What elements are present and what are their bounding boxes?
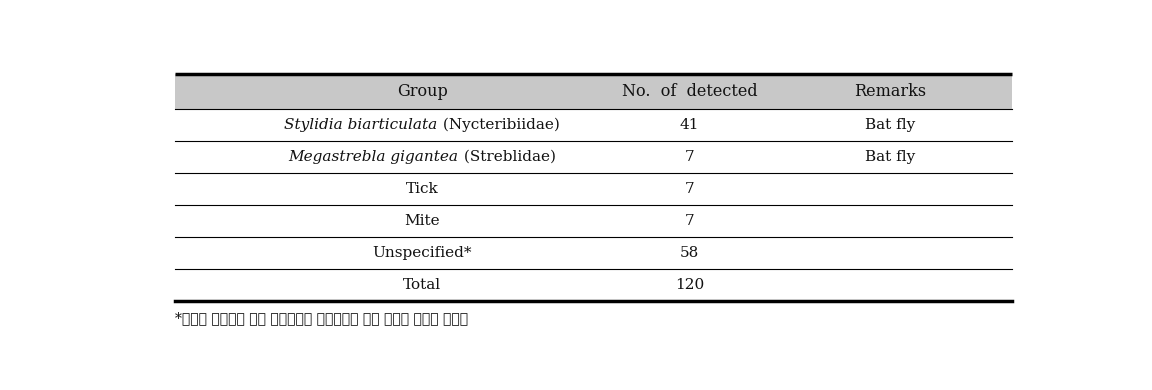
Text: No.  of  detected: No. of detected <box>622 83 758 100</box>
Text: 120: 120 <box>675 278 704 292</box>
Text: Total: Total <box>403 278 441 292</box>
Text: Unspecified*: Unspecified* <box>372 246 472 260</box>
Text: Remarks: Remarks <box>855 83 926 100</box>
Text: *미분류 기생충은 추후 기생충관련 연구사업을 통해 추가로 확인할 예정임: *미분류 기생충은 추후 기생충관련 연구사업을 통해 추가로 확인할 예정임 <box>175 311 469 325</box>
Text: Megastrebla gigantea: Megastrebla gigantea <box>288 150 458 164</box>
Text: 7: 7 <box>685 214 695 228</box>
Text: (Streblidae): (Streblidae) <box>458 150 555 164</box>
Text: Group: Group <box>396 83 447 100</box>
Text: Stylidia biarticulata: Stylidia biarticulata <box>285 118 438 132</box>
Text: (Nycteribiidae): (Nycteribiidae) <box>438 118 560 132</box>
Bar <box>175 74 1011 109</box>
Text: Bat fly: Bat fly <box>865 150 916 164</box>
Text: Tick: Tick <box>406 182 439 196</box>
Text: 7: 7 <box>685 182 695 196</box>
Text: 58: 58 <box>680 246 699 260</box>
Text: 7: 7 <box>685 150 695 164</box>
Text: 41: 41 <box>680 118 699 132</box>
Text: Mite: Mite <box>404 214 440 228</box>
Text: Bat fly: Bat fly <box>865 118 916 132</box>
